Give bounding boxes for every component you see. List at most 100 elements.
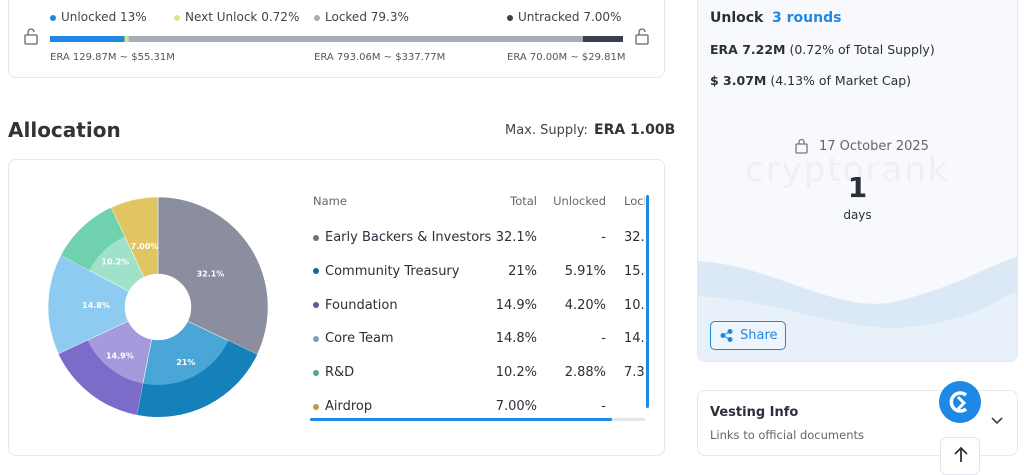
row-cell: 2.88% [564,365,606,381]
progress-segment [124,36,129,42]
row-cell: 32. [624,230,645,245]
max-supply: ERA 1.00B [594,122,676,138]
row-cell: 5.91% [564,263,606,279]
pie-chart: 32.1% 21% 14.9% 14.8% 10.2%7.00% [47,196,269,418]
pie-slice [47,254,130,355]
row-label: Airdrop [325,399,373,414]
pie-ring [136,340,258,417]
column-header: Unlocked [553,194,606,208]
row-label: Foundation [325,297,398,313]
row-cell: 7.3 [624,365,645,381]
amount-note: (0.72% of Total Supply) [789,42,935,57]
help-button[interactable] [938,380,982,424]
row-cell: 14.8% [495,331,537,347]
lock-icon [24,28,649,45]
legend-dot [174,14,180,21]
legend-item: Untracked 7.00% [507,10,621,24]
column-header: Locl [624,194,645,208]
max-supply-label: Max. Supply: [505,123,588,138]
row-dot [313,369,319,376]
legend-name: Unlocked [61,10,117,24]
usd-note: (4.13% of Market Cap) [770,73,912,88]
pie-label: 14.8% [82,301,110,310]
unlock-amount: ERA 7.22M (0.72% of Total Supply) [710,42,935,57]
allocation-table: Name Total Unlocked Locl Early Backers & Inv… [310,185,645,417]
legend-value: 79.3% [370,10,409,24]
watermark: cryptorank [745,150,950,190]
row-name: Airdrop [313,399,372,414]
share-button[interactable]: Share [710,321,786,350]
row-dot [313,234,319,241]
row-cell: 21% [508,263,537,279]
progress-segment [128,36,583,42]
unlock-usd: $ 3.07M (4.13% of Market Cap) [710,73,911,88]
row-cell: 32.1% [495,230,537,245]
legend-value: 13% [120,10,147,24]
pie-label: 10.2% [101,258,129,267]
pie-slice [110,196,159,278]
row-label: Core Team [325,331,394,347]
legend-item: Next Unlock 0.72% [174,10,299,24]
legend-item: Unlocked 13% [50,10,147,24]
row-cell: - [601,399,606,414]
row-cell: 10. [624,297,645,313]
pie-label: 32.1% [197,269,225,278]
progress-segment [582,36,623,42]
column-header: Total [510,194,537,208]
row-name: Core Team [313,331,394,346]
row-dot [313,268,319,275]
row-name: Early Backers & Investors [313,230,491,245]
rounds-link[interactable]: 3 rounds [772,10,842,26]
row-cell: 14.9% [495,297,537,313]
share-label: Share [740,328,778,343]
legend-item: Locked 79.3% [314,10,409,24]
row-label: Early Backers & Investors [325,230,492,245]
row-cell: 10.2% [495,365,537,381]
amount: ERA 7.22M [710,42,786,57]
legend-name: Untracked [518,10,580,24]
unlock-title: Unlock [710,10,764,26]
row-cell: 15. [624,263,645,279]
pie-label: 7.00% [131,242,159,251]
vesting-subtitle: Links to official documents [710,428,864,442]
pie-ring [60,207,125,271]
pie-label: 21% [176,358,195,367]
row-label: Community Treasury [325,263,460,279]
share-icon [720,329,733,342]
progress-bar [24,28,649,45]
legend-dot [507,14,513,21]
scrollbar[interactable] [310,418,612,421]
column-header: Name [313,194,347,208]
vesting-title: Vesting Info [710,405,799,420]
scroll-top-button[interactable] [940,437,980,475]
arrow-up [954,446,968,462]
legend-value: 7.00% [583,10,622,24]
lock-icon [795,138,808,154]
countdown-unit: days [843,208,872,222]
pie-ring [58,340,143,415]
legend-name: Next Unlock [185,10,258,24]
chevron [991,417,1003,425]
row-dot [313,302,319,309]
countdown: 1 [847,171,868,204]
amount: ERA 70.00M ~ $29.81M [507,52,626,63]
pie-slice [157,196,269,355]
amount: ERA 793.06M ~ $337.77M [314,52,446,63]
usd: $ 3.07M [710,73,767,88]
legend-value: 0.72% [261,10,300,24]
row-cell: 7.00% [495,399,537,414]
scrollbar[interactable] [646,195,649,408]
row-dot [313,403,319,410]
row-name: Community Treasury [313,264,459,279]
legend-dot [314,14,320,21]
row-name: R&D [313,365,354,380]
legend-dot [50,14,56,21]
row-cell: 14. [624,331,645,347]
pie-label: 14.9% [106,351,134,360]
row-label: R&D [325,365,355,381]
progress-segment [50,36,125,42]
legend-name: Locked [325,10,367,24]
row-cell: - [601,230,606,245]
amount: ERA 129.87M ~ $55.31M [50,52,175,63]
